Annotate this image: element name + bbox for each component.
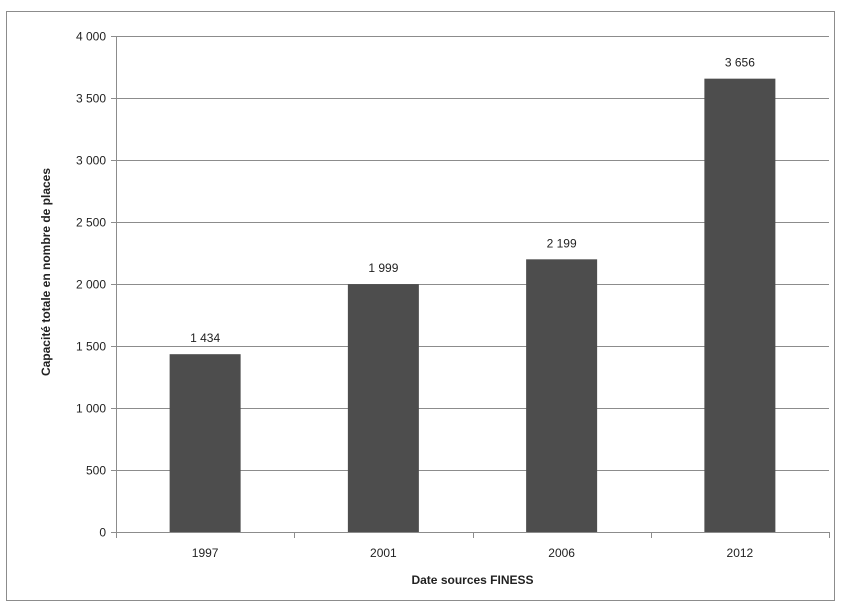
y-tick-label: 500 — [86, 464, 106, 478]
y-tick-label: 3 000 — [76, 154, 106, 168]
axes: 0 500 1 000 1 500 2 000 2 500 3 000 3 500 4 000 1… — [76, 30, 830, 560]
x-axis-title: Date sources FINESS — [411, 573, 533, 587]
data-labels: 1 434 1 999 2 199 3 656 — [190, 56, 755, 346]
bar — [169, 354, 241, 532]
bar-value-label: 1 999 — [368, 261, 398, 275]
y-tick-label: 3 500 — [76, 92, 106, 106]
bar-value-label: 3 656 — [725, 56, 755, 70]
x-tick-label: 1997 — [192, 546, 219, 560]
y-tick-label: 4 000 — [76, 30, 106, 44]
y-tick-label: 2 500 — [76, 216, 106, 230]
y-tick-label: 2 000 — [76, 278, 106, 292]
y-axis-title: Capacité totale en nombre de places — [39, 168, 53, 376]
y-tick-label: 0 — [99, 526, 106, 540]
bar-value-label: 2 199 — [547, 236, 577, 250]
y-tick-label: 1 000 — [76, 402, 106, 416]
x-tick-label: 2012 — [727, 546, 754, 560]
x-tick-label: 2001 — [370, 546, 397, 560]
x-tick-label: 2006 — [548, 546, 575, 560]
bars — [169, 78, 776, 532]
bar — [526, 259, 598, 532]
bar — [704, 78, 776, 532]
bar-value-label: 1 434 — [190, 331, 220, 345]
chart-frame — [6, 11, 835, 601]
bar — [347, 284, 419, 532]
y-tick-label: 1 500 — [76, 340, 106, 354]
